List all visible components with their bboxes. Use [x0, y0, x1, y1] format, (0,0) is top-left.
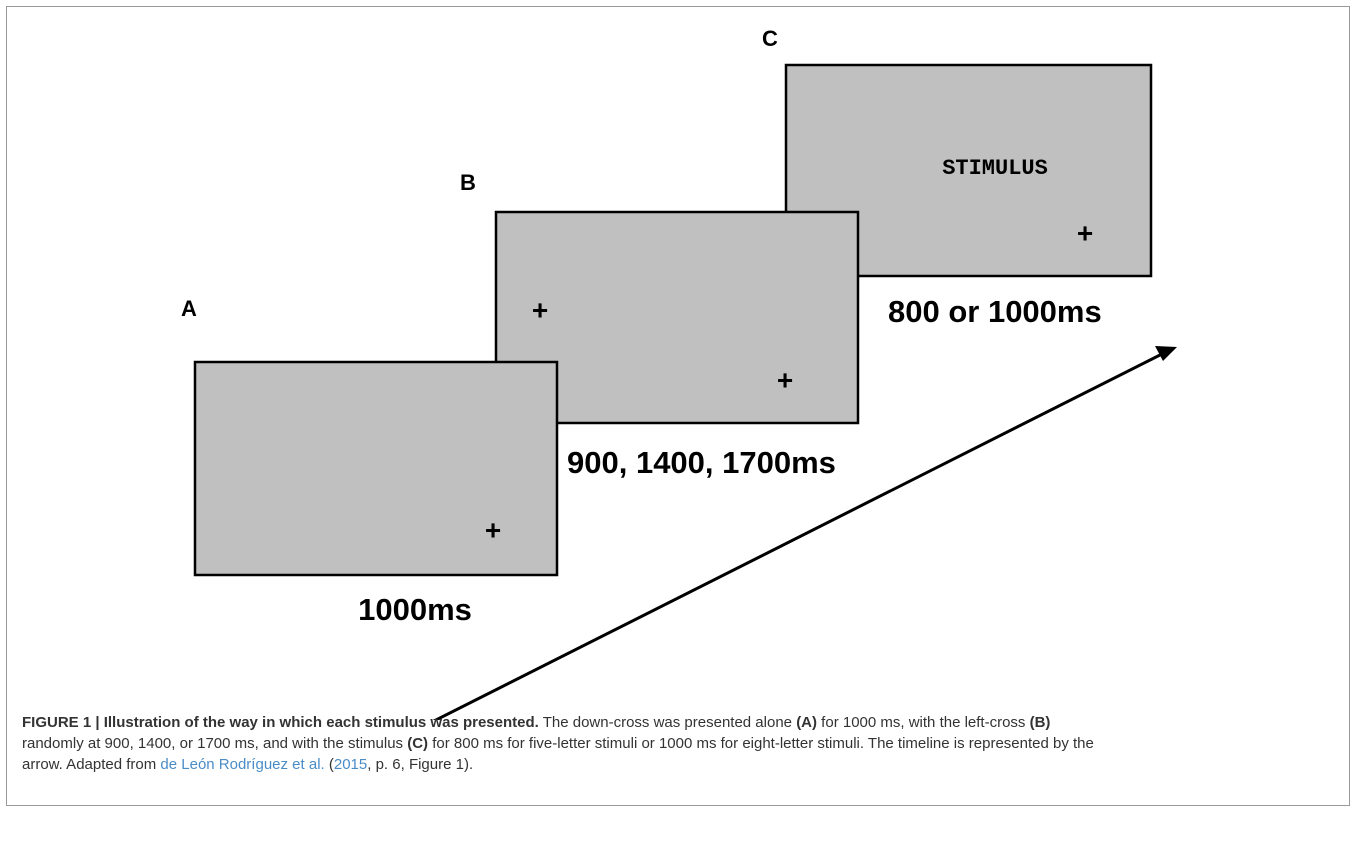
caption: FIGURE 1 | Illustration of the way in wh…	[22, 712, 1094, 775]
panel-label: A	[181, 296, 197, 321]
caption-text: (C)	[407, 735, 429, 752]
duration: 800 or 1000ms	[888, 294, 1102, 329]
caption-text: (A)	[796, 714, 818, 731]
cross: +	[532, 294, 548, 325]
caption-link[interactable]: 2015	[333, 756, 368, 773]
panel-label: C	[762, 26, 778, 51]
duration: 1000ms	[358, 592, 472, 627]
caption-text: (	[324, 756, 334, 773]
caption-text: randomly at 900, 1400, or 1700 ms, and w…	[22, 735, 408, 752]
caption-text: FIGURE 1 | Illustration of the way in wh…	[22, 714, 539, 731]
panel-label: B	[460, 170, 476, 195]
caption-text: for 800 ms for five-letter stimuli or 10…	[428, 735, 1094, 752]
screen-a	[193, 360, 559, 577]
caption-line: arrow. Adapted from de León Rodríguez et…	[22, 754, 1094, 775]
figure-frame	[6, 6, 1350, 806]
cross: +	[1077, 217, 1093, 248]
caption-line: randomly at 900, 1400, or 1700 ms, and w…	[22, 733, 1094, 754]
caption-text: arrow. Adapted from	[22, 756, 161, 773]
caption-text: (B)	[1029, 714, 1051, 731]
cross: +	[485, 514, 501, 545]
caption-text: , p. 6, Figure 1).	[367, 756, 474, 773]
caption-link[interactable]: de León Rodríguez et al.	[160, 756, 325, 773]
arrow-head	[1155, 346, 1177, 361]
figure: C STIMULUS + 800 or 1000ms B + + 900, 14…	[181, 26, 1177, 720]
duration: 900, 1400, 1700ms	[567, 445, 836, 480]
caption-text: The down-cross was presented alone	[538, 714, 797, 731]
timeline-arrow	[432, 352, 1163, 720]
stimulus-text: STIMULUS	[942, 156, 1048, 181]
caption-line: FIGURE 1 | Illustration of the way in wh…	[22, 712, 1094, 733]
cross: +	[777, 364, 793, 395]
caption-text: for 1000 ms, with the left-cross	[817, 714, 1030, 731]
